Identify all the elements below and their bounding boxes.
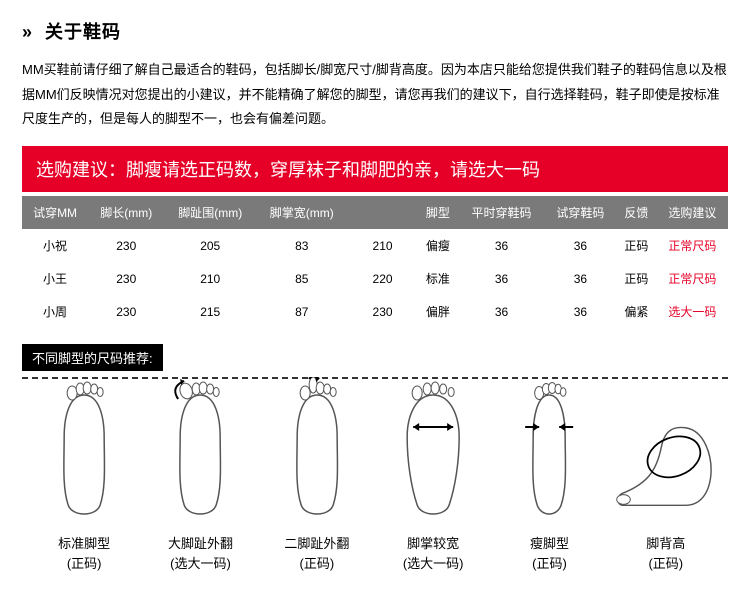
foot-label-title: 瘦脚型 [530, 536, 569, 551]
table-cell: 小祝 [22, 229, 88, 262]
table-cell: 230 [88, 295, 164, 328]
foot-high-instep [608, 377, 724, 530]
advice-banner: 选购建议：脚瘦请选正码数，穿厚袜子和脚肥的亲，请选大一码 [22, 146, 728, 192]
foot-label-sub: (正码) [491, 554, 607, 574]
table-cell: 230 [88, 229, 164, 262]
table-cell: 正码 [616, 262, 657, 295]
advice-cell: 正常尺码 [657, 229, 728, 262]
table-cell: 36 [458, 262, 545, 295]
foot-label-row: 标准脚型(正码)大脚趾外翻(选大一码)二脚趾外翻(正码)脚掌较宽(选大一码)瘦脚… [22, 534, 728, 573]
foot-label-title: 脚背高 [646, 536, 685, 551]
foot-second-toe-valgus [259, 377, 375, 530]
col-tried: 试穿鞋码 [545, 196, 616, 229]
table-cell: 小周 [22, 295, 88, 328]
foot-label-title: 二脚趾外翻 [284, 536, 349, 551]
col-tester: 试穿MM [22, 196, 88, 229]
foot-label-sub: (正码) [26, 554, 142, 574]
foot-big-toe-valgus [142, 377, 258, 530]
chevron-double-right-icon: » [22, 22, 39, 42]
foot-type-subheader: 不同脚型的尺码推荐: [22, 344, 163, 371]
foot-second-toe-valgus-icon [259, 377, 375, 527]
foot-high-instep-icon [608, 377, 724, 527]
table-cell: 36 [545, 295, 616, 328]
foot-thin-icon [491, 377, 607, 527]
table-cell: 偏胖 [418, 295, 459, 328]
foot-label-sub: (正码) [259, 554, 375, 574]
foot-illustration-row [22, 377, 728, 530]
foot-label: 标准脚型 (正码) [26, 534, 142, 573]
table-cell: 205 [164, 229, 256, 262]
title-text: 关于鞋码 [45, 22, 121, 42]
foot-label-title: 大脚趾外翻 [168, 536, 233, 551]
col-feedback: 反馈 [616, 196, 657, 229]
table-cell: 标准 [418, 262, 459, 295]
foot-label-title: 脚掌较宽 [407, 536, 459, 551]
table-cell: 210 [348, 229, 418, 262]
table-cell: 36 [545, 262, 616, 295]
foot-wide-forefoot [375, 377, 491, 530]
advice-cell: 选大一码 [657, 295, 728, 328]
table-cell: 正码 [616, 229, 657, 262]
foot-wide-forefoot-icon [375, 377, 491, 527]
section-title: » 关于鞋码 [22, 18, 728, 44]
foot-label-sub: (正码) [608, 554, 724, 574]
table-cell: 220 [348, 262, 418, 295]
table-row: 小周23021587230偏胖3636偏紧选大一码 [22, 295, 728, 328]
table-header-row: 试穿MM 脚长(mm) 脚趾围(mm) 脚掌宽(mm) 脚型 平时穿鞋码 试穿鞋… [22, 196, 728, 229]
table-row: 小王23021085220标准3636正码正常尺码 [22, 262, 728, 295]
col-length: 脚长(mm) [88, 196, 164, 229]
col-width: 脚掌宽(mm) [256, 196, 348, 229]
foot-label-sub: (选大一码) [375, 554, 491, 574]
table-cell: 85 [256, 262, 348, 295]
foot-big-toe-valgus-icon [142, 377, 258, 527]
description-paragraph: MM买鞋前请仔细了解自己最适合的鞋码，包括脚长/脚宽尺寸/脚背高度。因为本店只能… [22, 58, 728, 132]
table-cell: 偏瘦 [418, 229, 459, 262]
foot-label: 二脚趾外翻 (正码) [259, 534, 375, 573]
table-cell: 36 [545, 229, 616, 262]
size-table: 试穿MM 脚长(mm) 脚趾围(mm) 脚掌宽(mm) 脚型 平时穿鞋码 试穿鞋… [22, 196, 728, 328]
foot-label-title: 标准脚型 [58, 536, 110, 551]
col-circ: 脚趾围(mm) [164, 196, 256, 229]
table-cell: 210 [164, 262, 256, 295]
advice-cell: 正常尺码 [657, 262, 728, 295]
table-cell: 230 [348, 295, 418, 328]
foot-label: 脚掌较宽 (选大一码) [375, 534, 491, 573]
col-type: 脚型 [418, 196, 459, 229]
foot-label: 大脚趾外翻 (选大一码) [142, 534, 258, 573]
table-cell: 215 [164, 295, 256, 328]
table-cell: 230 [88, 262, 164, 295]
table-cell: 36 [458, 295, 545, 328]
foot-label-sub: (选大一码) [142, 554, 258, 574]
foot-thin [491, 377, 607, 530]
col-blank [348, 196, 418, 229]
col-usual: 平时穿鞋码 [458, 196, 545, 229]
table-cell: 偏紧 [616, 295, 657, 328]
table-cell: 87 [256, 295, 348, 328]
foot-standard-icon [26, 377, 142, 527]
foot-label: 脚背高 (正码) [608, 534, 724, 573]
table-row: 小祝23020583210偏瘦3636正码正常尺码 [22, 229, 728, 262]
table-cell: 36 [458, 229, 545, 262]
table-cell: 83 [256, 229, 348, 262]
col-advice: 选购建议 [657, 196, 728, 229]
foot-standard [26, 377, 142, 530]
table-cell: 小王 [22, 262, 88, 295]
foot-label: 瘦脚型 (正码) [491, 534, 607, 573]
